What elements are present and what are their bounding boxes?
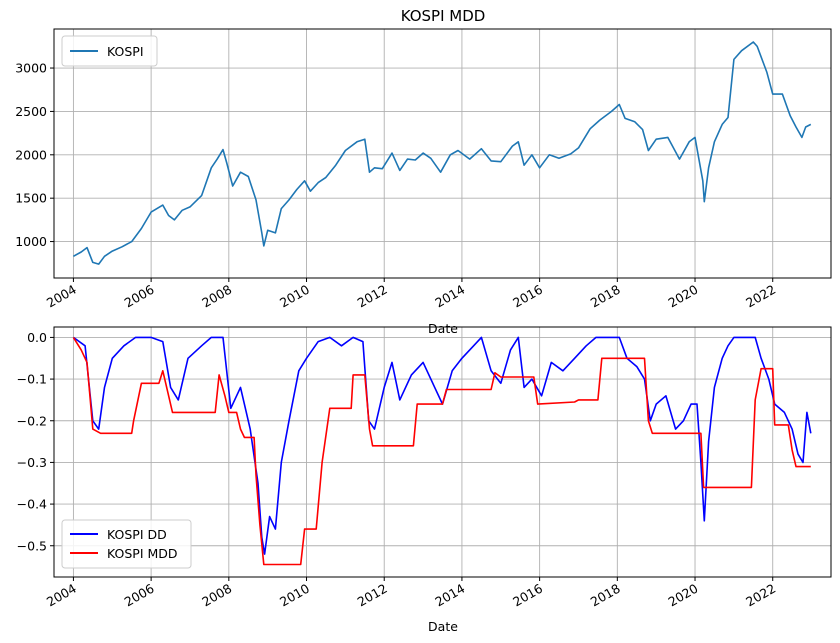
top-x-axis-label: Date xyxy=(428,321,458,336)
legend-label-kospi-mdd: KOSPI MDD xyxy=(107,546,178,561)
bottom-series-line-kospi-mdd xyxy=(72,336,811,566)
chart-title: KOSPI MDD xyxy=(401,7,486,25)
legend-label-kospi: KOSPI xyxy=(107,44,144,59)
bottom-x-axis-label: Date xyxy=(428,619,458,634)
top-y-tick-label: 3000 xyxy=(15,61,47,76)
bottom-y-tick-label: −0.3 xyxy=(17,455,47,470)
top-y-tick-label: 1500 xyxy=(15,191,47,206)
top-legend-box xyxy=(61,35,158,67)
top-axes-frame xyxy=(53,28,832,279)
top-y-tick-label: 1000 xyxy=(15,234,47,249)
bottom-y-tick-label: −0.2 xyxy=(17,413,47,428)
bottom-legend: KOSPI DD KOSPI MDD xyxy=(61,519,192,569)
bottom-y-tick-label: −0.1 xyxy=(17,372,47,387)
bottom-y-tick-label: −0.4 xyxy=(17,497,47,512)
bottom-series-lines xyxy=(72,336,812,566)
top-series-line-kospi xyxy=(73,41,812,265)
top-y-tick-label: 2000 xyxy=(15,147,47,162)
top-grid xyxy=(54,29,831,278)
top-y-tick-label: 2500 xyxy=(15,104,47,119)
bottom-y-tick-label: 0.0 xyxy=(27,330,47,345)
top-legend: KOSPI xyxy=(61,35,158,67)
bottom-y-tick-label: −0.5 xyxy=(17,538,47,553)
bottom-legend-box xyxy=(61,519,192,569)
bottom-series-line-kospi-dd xyxy=(72,336,812,555)
bottom-axes-frame xyxy=(53,326,832,578)
top-series-lines xyxy=(73,41,812,265)
legend-label-kospi-dd: KOSPI DD xyxy=(107,527,167,542)
